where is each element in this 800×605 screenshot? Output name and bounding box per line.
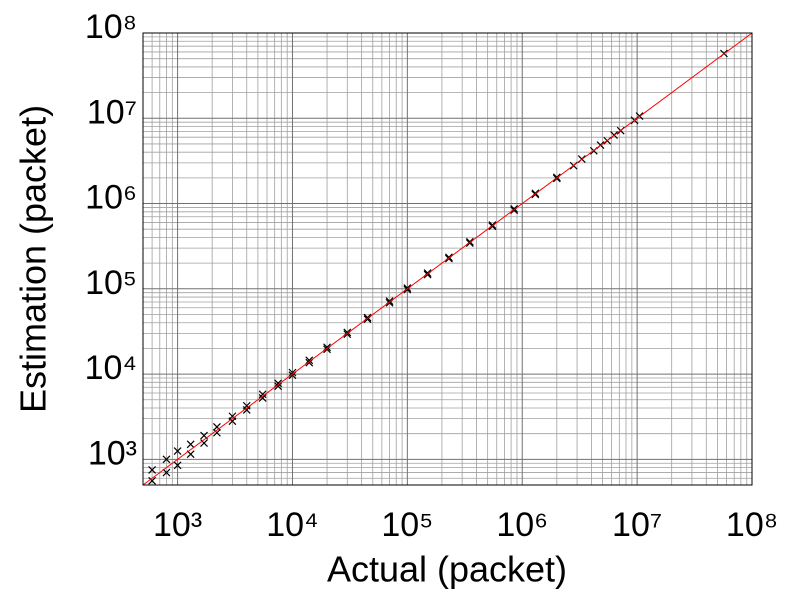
x-tick-label: 10⁴: [266, 506, 318, 544]
y-tick-label: 10⁸: [85, 8, 137, 46]
point: [274, 382, 283, 391]
point: [162, 468, 171, 477]
point: [148, 466, 157, 474]
point: [186, 440, 195, 449]
y-axis-label: Estimation (packet): [13, 105, 54, 413]
point: [162, 455, 171, 464]
x-axis-label: Actual (packet): [327, 549, 567, 590]
point: [200, 439, 208, 448]
point: [258, 390, 267, 399]
y-tick-label: 10⁶: [85, 179, 137, 217]
x-tick-label: 10⁶: [496, 506, 548, 544]
point: [258, 394, 267, 402]
y-tick-label: 10⁵: [85, 264, 137, 302]
y-tick-label: 10⁴: [85, 349, 137, 387]
x-tick-label: 10⁸: [726, 506, 778, 544]
plot-frame: [142, 32, 753, 486]
point: [288, 368, 297, 377]
point: [212, 428, 221, 437]
y-tick-label: 10⁷: [87, 93, 137, 131]
point: [173, 447, 182, 455]
point: [148, 476, 157, 485]
x-tick-label: 10⁷: [612, 506, 662, 544]
y-tick-label: 10³: [88, 434, 137, 472]
point: [242, 401, 251, 410]
point: [274, 379, 283, 388]
point: [228, 412, 237, 421]
x-tick-label: 10³: [153, 506, 202, 544]
x-tick-label: 10⁵: [381, 506, 433, 544]
point: [305, 356, 314, 365]
point: [173, 461, 182, 470]
reference-line: [142, 32, 753, 486]
point: [212, 422, 221, 431]
